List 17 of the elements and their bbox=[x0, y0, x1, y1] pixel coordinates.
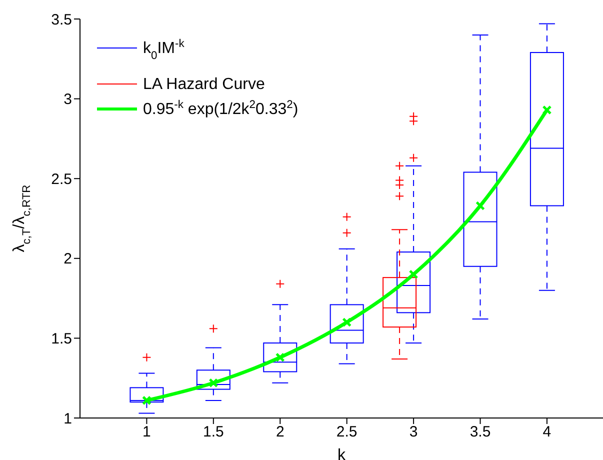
y-tick-label: 3 bbox=[64, 91, 72, 108]
y-tick-label: 1 bbox=[64, 410, 72, 428]
x-axis-title: k bbox=[338, 447, 346, 460]
legend-label: 0.95$^{-k}$ exp(1/2k$^{2}$0.33$^{2}$) bbox=[143, 99, 298, 118]
x-tick-label: 3.5 bbox=[470, 424, 491, 441]
x-tick-label: 1 bbox=[142, 424, 151, 441]
legend-label: LA Hazard Curve bbox=[143, 76, 265, 93]
x-tick-label: 2 bbox=[276, 424, 284, 441]
x-tick-label: 1.5 bbox=[202, 424, 224, 441]
x-tick-label: 4 bbox=[542, 424, 552, 441]
x-tick-label: 3 bbox=[409, 424, 418, 441]
y-tick-label: 1.5 bbox=[51, 330, 72, 348]
y-tick-label: 2 bbox=[64, 250, 72, 268]
legend-label: k$_{0}$IM$^{-k}$ bbox=[143, 38, 185, 62]
x-tick-label: 2.5 bbox=[336, 424, 358, 441]
y-tick-label: 2.5 bbox=[51, 170, 72, 188]
y-tick-label: 3.5 bbox=[51, 11, 72, 28]
